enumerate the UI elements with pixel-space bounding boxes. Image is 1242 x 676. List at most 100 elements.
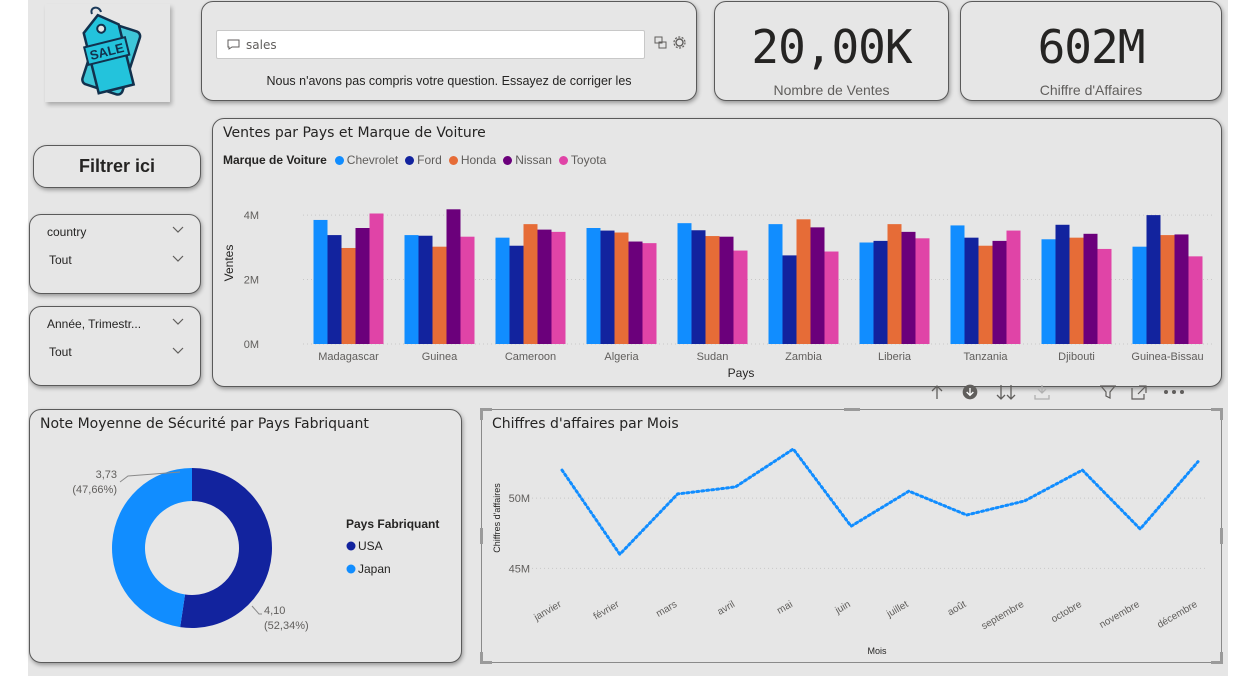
bar-chevrolet xyxy=(859,242,874,344)
bar-honda xyxy=(1069,237,1084,344)
bar-honda xyxy=(432,246,447,344)
x-tick-label: juin xyxy=(833,599,853,617)
resize-handle[interactable] xyxy=(480,408,492,411)
data-label-value: 3,73 xyxy=(96,469,117,481)
bar-toyota xyxy=(642,243,657,344)
resize-handle[interactable] xyxy=(1211,661,1223,664)
legend-dot-toyota xyxy=(558,155,568,165)
x-axis-title: Pays xyxy=(728,366,755,380)
resize-handle[interactable] xyxy=(480,652,483,664)
chevron-down-icon[interactable] xyxy=(172,347,184,355)
bar-ford xyxy=(600,230,615,344)
resize-handle[interactable] xyxy=(1220,528,1223,544)
slicer-title: country xyxy=(47,225,87,239)
qa-visual: sales Nous n'avons pas compris votre que… xyxy=(201,1,697,101)
bar-nissan xyxy=(355,228,370,344)
bar-chevrolet xyxy=(950,225,965,344)
bar-chevrolet xyxy=(1041,239,1056,344)
chevron-down-icon[interactable] xyxy=(172,226,184,234)
x-tick-label: juillet xyxy=(884,599,910,621)
x-tick-label: mars xyxy=(654,599,679,620)
slicer-value[interactable]: Tout xyxy=(49,253,72,267)
legend-title: Pays Fabriquant xyxy=(346,517,439,531)
bar-ford xyxy=(691,230,706,344)
donut-chart-card: Note Moyenne de Sécurité par Pays Fabriq… xyxy=(29,409,462,663)
drill-down-icon[interactable] xyxy=(958,384,982,400)
share-icon[interactable] xyxy=(654,36,667,49)
filter-button[interactable]: Filtrer ici xyxy=(33,145,201,188)
bar-toyota xyxy=(1097,248,1112,344)
resize-handle[interactable] xyxy=(844,408,860,411)
x-tick-label: Madagascar xyxy=(318,351,379,363)
bar-honda xyxy=(341,247,356,344)
chevron-down-icon[interactable] xyxy=(172,255,184,263)
gear-icon[interactable] xyxy=(673,36,686,49)
donut-slice-usa xyxy=(180,468,272,628)
bar-nissan xyxy=(901,231,916,344)
legend-title: Marque de Voiture xyxy=(223,153,327,167)
data-label-percent: (47,66%) xyxy=(72,484,117,496)
kpi-label: Nombre de Ventes xyxy=(773,82,890,98)
legend-label: USA xyxy=(358,539,383,553)
legend-label: Ford xyxy=(417,153,442,167)
chart-title: Ventes par Pays et Marque de Voiture xyxy=(223,125,486,141)
bar-nissan xyxy=(992,240,1007,344)
resize-handle[interactable] xyxy=(480,528,483,544)
bar-chevrolet xyxy=(768,224,783,344)
x-tick-label: Guinea xyxy=(422,351,458,363)
arrow-up-icon[interactable] xyxy=(930,384,944,400)
bar-ford xyxy=(1146,215,1161,344)
expand-hierarchy-icon[interactable] xyxy=(1032,384,1052,400)
bar-toyota xyxy=(824,251,839,344)
more-options-icon[interactable] xyxy=(1162,384,1186,400)
qa-input-value: sales xyxy=(246,37,277,52)
data-label-value: 4,10 xyxy=(264,605,285,617)
bar-honda xyxy=(1160,235,1175,344)
chevron-down-icon[interactable] xyxy=(172,318,184,326)
bar-honda xyxy=(887,224,902,344)
legend-item[interactable]: Nissan xyxy=(503,153,552,167)
bar-ford xyxy=(873,240,888,344)
filter-icon[interactable] xyxy=(1100,384,1116,400)
legend-dot-ford xyxy=(405,155,415,165)
kpi-value: 602M xyxy=(1037,20,1146,74)
chart-title: Note Moyenne de Sécurité par Pays Fabriq… xyxy=(40,416,369,432)
bar-chart: 0M 2M 4M Madagascar Guinea Cameroon Algeria Sud… xyxy=(222,209,1213,380)
qa-input[interactable]: sales xyxy=(216,30,645,59)
donut-chart: 4,10 (52,34%) 3,73 (47,66%) Pays Fabriquant U… xyxy=(72,468,439,632)
y-axis-title: Ventes xyxy=(222,245,236,282)
x-tick-label: Cameroon xyxy=(505,351,556,363)
qa-error-message: Nous n'avons pas compris votre question.… xyxy=(266,74,632,88)
y-axis-title: Chiffres d'affaires xyxy=(492,483,502,553)
bar-honda xyxy=(796,219,811,344)
bar-nissan xyxy=(810,227,825,344)
resize-handle[interactable] xyxy=(1220,652,1223,664)
bar-honda xyxy=(978,245,993,344)
resize-handle[interactable] xyxy=(480,661,492,664)
chart-title: Chiffres d'affaires par Mois xyxy=(492,416,679,432)
resize-handle[interactable] xyxy=(1220,408,1223,420)
y-tick-label: 4M xyxy=(244,210,259,222)
x-tick-label: octobre xyxy=(1049,599,1084,625)
bar-nissan xyxy=(628,241,643,344)
legend-item[interactable]: Ford xyxy=(405,153,442,167)
slicer-country[interactable]: country Tout xyxy=(29,214,201,294)
legend-item[interactable]: Chevrolet xyxy=(334,153,398,167)
focus-mode-icon[interactable] xyxy=(1130,384,1148,400)
slicer-value[interactable]: Tout xyxy=(49,345,72,359)
bar-toyota xyxy=(733,250,748,344)
expand-next-level-icon[interactable] xyxy=(996,384,1018,400)
bar-chevrolet xyxy=(1132,246,1147,344)
kpi-card-revenue: 602M Chiffre d'Affaires xyxy=(960,1,1222,101)
resize-handle[interactable] xyxy=(1211,408,1223,411)
legend-item[interactable]: Toyota xyxy=(558,153,606,167)
sale-tag-icon: SALE xyxy=(81,6,142,96)
legend-item[interactable]: Honda xyxy=(448,153,496,167)
bar-toyota xyxy=(1006,230,1021,344)
resize-handle[interactable] xyxy=(480,408,483,420)
x-axis-title: Mois xyxy=(867,646,887,656)
bar-ford xyxy=(782,255,797,344)
legend-dot-usa xyxy=(346,541,356,551)
bar-honda xyxy=(705,236,720,344)
slicer-year-quarter[interactable]: Année, Trimestr... Tout xyxy=(29,306,201,386)
